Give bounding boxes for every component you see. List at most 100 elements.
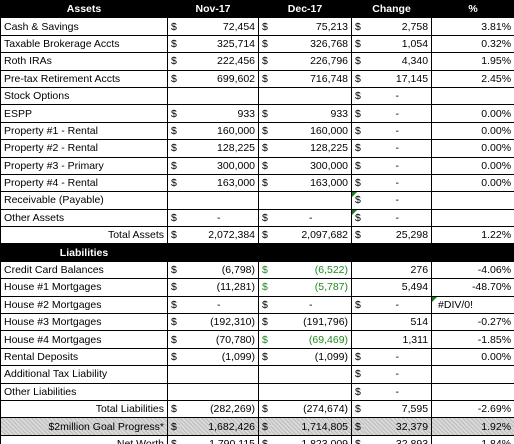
- dollar-sign-cell[interactable]: $: [167, 156, 180, 175]
- dollar-sign-cell[interactable]: $: [258, 52, 271, 71]
- row-label-cell[interactable]: Credit Card Balances: [0, 260, 168, 280]
- pct-value-cell[interactable]: #DIV/0!: [431, 295, 514, 315]
- pct-value-cell[interactable]: 0.00%: [431, 139, 514, 158]
- row-label-cell[interactable]: Property #1 - Rental: [0, 121, 168, 141]
- dec-value-cell[interactable]: 716,748: [270, 69, 353, 88]
- change-value-cell[interactable]: -: [363, 139, 433, 158]
- change-value-cell[interactable]: 32,379: [363, 417, 433, 436]
- dollar-sign-cell[interactable]: $: [351, 347, 364, 367]
- row-label-cell[interactable]: Stock Options: [0, 86, 168, 106]
- dollar-sign-cell[interactable]: $: [258, 399, 271, 419]
- change-value-cell[interactable]: 4,340: [363, 52, 433, 71]
- empty-header-cell[interactable]: [351, 243, 433, 262]
- dec-value-cell[interactable]: 1,823,009: [270, 434, 353, 444]
- empty-header-cell[interactable]: [166, 243, 260, 262]
- nov-header-cell[interactable]: Nov-17: [166, 0, 260, 19]
- pct-header-cell[interactable]: %: [431, 0, 514, 19]
- row-label-cell[interactable]: Receivable (Payable): [0, 191, 168, 210]
- pct-value-cell[interactable]: [431, 191, 514, 210]
- change-value-cell[interactable]: 32,893: [363, 434, 433, 444]
- pct-value-cell[interactable]: [431, 86, 514, 106]
- row-label-cell[interactable]: House #1 Mortgages: [0, 278, 168, 297]
- nov-value-cell[interactable]: -: [179, 295, 260, 315]
- dec-value-cell[interactable]: (69,469): [270, 330, 353, 349]
- dollar-sign-cell[interactable]: $: [258, 278, 271, 297]
- dec-value-cell[interactable]: 326,768: [270, 34, 353, 54]
- dollar-sign-cell[interactable]: $: [351, 86, 364, 106]
- dollar-sign-cell[interactable]: $: [167, 226, 180, 245]
- dollar-sign-cell[interactable]: $: [167, 278, 180, 297]
- row-label-cell[interactable]: Total Assets: [0, 226, 168, 245]
- pct-value-cell[interactable]: -1.85%: [431, 330, 514, 349]
- dollar-sign-cell[interactable]: $: [258, 313, 271, 332]
- dollar-sign-cell[interactable]: $: [351, 365, 364, 384]
- change-value-cell[interactable]: -: [363, 86, 433, 106]
- dollar-sign-cell[interactable]: $: [351, 104, 364, 123]
- nov-value-cell[interactable]: [179, 86, 260, 106]
- empty-cell[interactable]: [258, 191, 271, 210]
- pct-value-cell[interactable]: [431, 208, 514, 228]
- pct-value-cell[interactable]: 1.92%: [431, 417, 514, 436]
- empty-cell[interactable]: [167, 86, 180, 106]
- nov-value-cell[interactable]: [179, 365, 260, 384]
- nov-value-cell[interactable]: 300,000: [179, 156, 260, 175]
- pct-value-cell[interactable]: 1.84%: [431, 434, 514, 444]
- row-label-cell[interactable]: Property #4 - Rental: [0, 173, 168, 193]
- empty-cell[interactable]: [351, 260, 364, 280]
- dec-value-cell[interactable]: 1,714,805: [270, 417, 353, 436]
- change-value-cell[interactable]: -: [363, 347, 433, 367]
- dollar-sign-cell[interactable]: $: [258, 173, 271, 193]
- nov-value-cell[interactable]: 222,456: [179, 52, 260, 71]
- dollar-sign-cell[interactable]: $: [167, 17, 180, 36]
- row-label-cell[interactable]: ESPP: [0, 104, 168, 123]
- pct-value-cell[interactable]: 3.81%: [431, 17, 514, 36]
- dollar-sign-cell[interactable]: $: [351, 434, 364, 444]
- dollar-sign-cell[interactable]: $: [167, 34, 180, 54]
- nov-value-cell[interactable]: (70,780): [179, 330, 260, 349]
- nov-value-cell[interactable]: 1,790,115: [179, 434, 260, 444]
- dollar-sign-cell[interactable]: $: [351, 121, 364, 141]
- row-label-cell[interactable]: Other Liabilities: [0, 382, 168, 401]
- dollar-sign-cell[interactable]: $: [167, 139, 180, 158]
- dec-value-cell[interactable]: 75,213: [270, 17, 353, 36]
- dollar-sign-cell[interactable]: $: [258, 434, 271, 444]
- nov-value-cell[interactable]: 128,225: [179, 139, 260, 158]
- dec-value-cell[interactable]: 163,000: [270, 173, 353, 193]
- nov-value-cell[interactable]: 160,000: [179, 121, 260, 141]
- row-label-cell[interactable]: Other Assets: [0, 208, 168, 228]
- nov-value-cell[interactable]: -: [179, 208, 260, 228]
- dollar-sign-cell[interactable]: $: [351, 156, 364, 175]
- pct-value-cell[interactable]: 0.00%: [431, 121, 514, 141]
- empty-cell[interactable]: [258, 382, 271, 401]
- pct-value-cell[interactable]: 0.00%: [431, 104, 514, 123]
- empty-cell[interactable]: [258, 365, 271, 384]
- row-label-cell[interactable]: Property #2 - Rental: [0, 139, 168, 158]
- change-value-cell[interactable]: 2,758: [363, 17, 433, 36]
- change-value-cell[interactable]: -: [363, 365, 433, 384]
- nov-value-cell[interactable]: (282,269): [179, 399, 260, 419]
- nov-value-cell[interactable]: [179, 191, 260, 210]
- empty-cell[interactable]: [351, 313, 364, 332]
- dec-value-cell[interactable]: (1,099): [270, 347, 353, 367]
- dollar-sign-cell[interactable]: $: [351, 17, 364, 36]
- dec-value-cell[interactable]: 226,796: [270, 52, 353, 71]
- dollar-sign-cell[interactable]: $: [258, 69, 271, 88]
- dollar-sign-cell[interactable]: $: [258, 104, 271, 123]
- change-header-cell[interactable]: Change: [351, 0, 433, 19]
- change-value-cell[interactable]: -: [363, 191, 433, 210]
- dollar-sign-cell[interactable]: $: [351, 52, 364, 71]
- change-value-cell[interactable]: -: [363, 104, 433, 123]
- empty-header-cell[interactable]: [431, 243, 514, 262]
- row-label-cell[interactable]: Roth IRAs: [0, 52, 168, 71]
- change-value-cell[interactable]: -: [363, 382, 433, 401]
- nov-value-cell[interactable]: 163,000: [179, 173, 260, 193]
- row-label-cell[interactable]: Additional Tax Liability: [0, 365, 168, 384]
- dollar-sign-cell[interactable]: $: [167, 347, 180, 367]
- dollar-sign-cell[interactable]: $: [258, 417, 271, 436]
- dollar-sign-cell[interactable]: $: [258, 208, 271, 228]
- pct-value-cell[interactable]: -0.27%: [431, 313, 514, 332]
- nov-value-cell[interactable]: 699,602: [179, 69, 260, 88]
- change-value-cell[interactable]: -: [363, 295, 433, 315]
- change-value-cell[interactable]: -: [363, 173, 433, 193]
- dec-value-cell[interactable]: -: [270, 208, 353, 228]
